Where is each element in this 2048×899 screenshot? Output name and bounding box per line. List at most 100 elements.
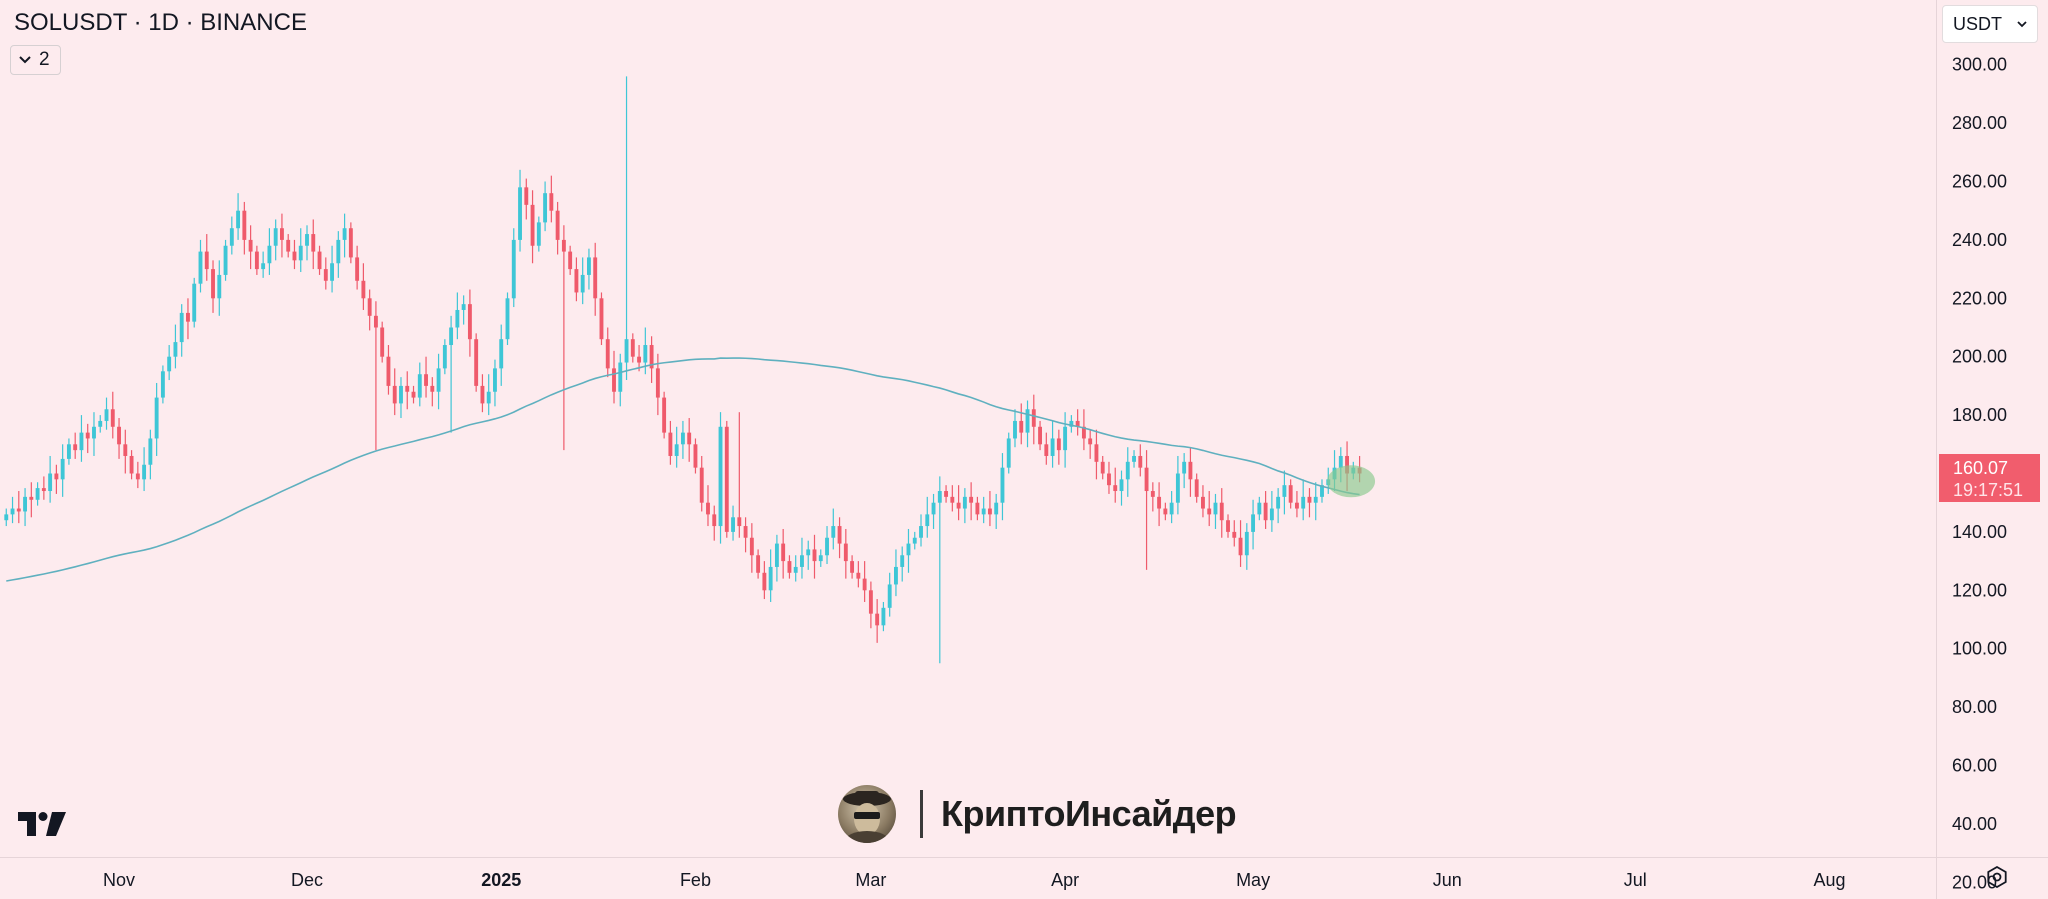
candle (405, 371, 410, 410)
candle (1157, 482, 1162, 527)
candle (23, 488, 28, 527)
candle (386, 345, 391, 395)
candle (1257, 496, 1262, 521)
candle (618, 353, 623, 407)
candle (1320, 479, 1324, 503)
candle (624, 76, 629, 381)
candle (154, 382, 159, 456)
candle (1188, 447, 1193, 497)
candle (392, 368, 397, 416)
candle (1132, 450, 1136, 468)
highlight-ellipse (1327, 465, 1376, 498)
candle (837, 517, 842, 559)
candle (543, 181, 548, 232)
candle (561, 225, 566, 451)
candle (430, 377, 435, 407)
candle (73, 432, 78, 459)
candle (605, 327, 610, 378)
candle (956, 485, 961, 521)
candle (330, 245, 335, 293)
candle (1019, 403, 1024, 445)
candle (1075, 409, 1080, 436)
candle (35, 482, 40, 506)
candle (1038, 420, 1042, 451)
candle (41, 476, 46, 500)
currency-value: USDT (1953, 13, 2002, 34)
y-tick-label: 60.00 (1952, 756, 1997, 776)
candle (1276, 488, 1281, 524)
candle (530, 190, 535, 264)
y-tick-label: 140.00 (1952, 522, 2007, 542)
candle (467, 289, 472, 357)
candle (981, 496, 986, 524)
candle (1006, 432, 1011, 474)
candle (693, 438, 698, 474)
candle (574, 257, 579, 302)
x-tick-label: May (1236, 870, 1270, 890)
candle (48, 455, 53, 503)
currency-select[interactable]: USDT (1942, 5, 2038, 43)
candle (417, 362, 422, 407)
candle (687, 418, 692, 462)
candle (1031, 394, 1036, 445)
y-tick-label: 40.00 (1952, 814, 1997, 834)
candle (361, 263, 366, 310)
candle (731, 505, 735, 541)
candle (662, 391, 667, 439)
candle (1056, 429, 1061, 465)
candle (712, 505, 717, 541)
candle (1107, 461, 1111, 494)
y-tick-label: 180.00 (1952, 405, 2007, 425)
candle (818, 549, 823, 567)
y-tick-label: 80.00 (1952, 697, 1997, 717)
candle (436, 353, 441, 410)
indicators-toggle-button[interactable]: 2 (10, 45, 61, 75)
candle (493, 359, 497, 407)
candle (298, 228, 303, 273)
candle (92, 412, 96, 456)
moving-average-layer (6, 357, 1360, 582)
time-axis[interactable]: Nov Dec 2025 Feb Mar Apr May Jun Jul Aug (103, 870, 1845, 890)
candle (1301, 479, 1306, 521)
candle (317, 245, 322, 275)
last-price-label: 160.07 19:17:51 (1939, 454, 2040, 502)
candle (637, 345, 642, 372)
tradingview-logo-icon[interactable] (18, 812, 66, 836)
candle (906, 528, 911, 573)
candle (1263, 491, 1268, 529)
candle (524, 178, 529, 220)
candle (925, 496, 930, 538)
candle (1150, 482, 1155, 512)
candle (825, 526, 829, 565)
x-tick-label: Aug (1813, 870, 1845, 890)
candle (587, 248, 591, 290)
candle (975, 496, 980, 521)
candle (261, 251, 266, 278)
candle (117, 418, 121, 459)
candle (1213, 493, 1218, 529)
candle (142, 447, 147, 492)
candle (311, 219, 316, 270)
candle (1219, 488, 1224, 538)
candle (217, 260, 222, 316)
candle (1282, 470, 1287, 515)
x-tick-label: Jul (1624, 870, 1647, 890)
candle (919, 514, 923, 547)
candle (135, 461, 140, 489)
candle (1138, 444, 1143, 477)
candle (649, 336, 654, 383)
channel-watermark: КриптоИнсайдер (838, 785, 1237, 843)
candle (79, 415, 84, 462)
candle (612, 350, 616, 404)
candle (455, 292, 460, 340)
candle (204, 234, 209, 281)
candle (900, 546, 905, 582)
candle (674, 426, 679, 468)
candle (273, 219, 278, 261)
candle (342, 213, 347, 258)
settings-icon[interactable] (1986, 866, 2008, 888)
candle (724, 420, 729, 538)
candle (29, 482, 34, 518)
candle (16, 491, 21, 524)
